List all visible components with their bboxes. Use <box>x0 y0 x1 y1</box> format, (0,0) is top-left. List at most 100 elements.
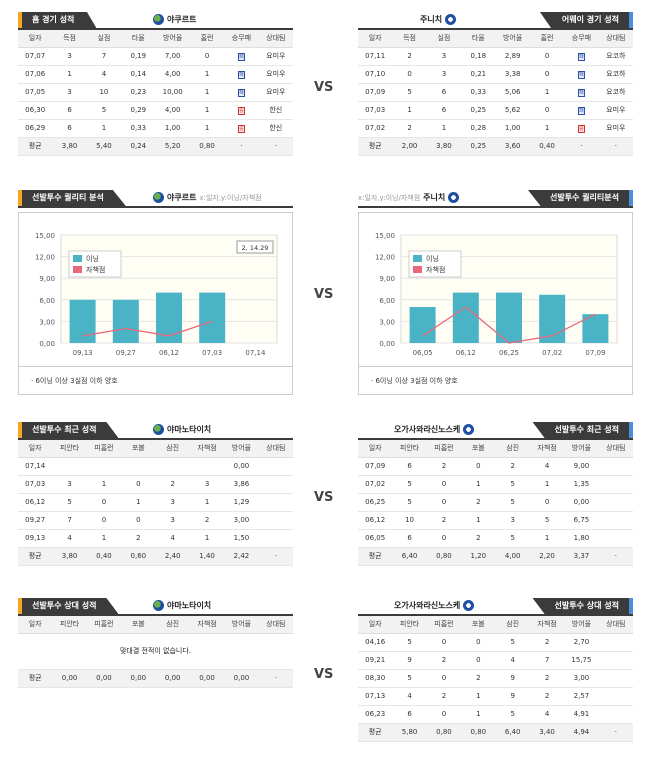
table-cell: 0 <box>461 633 496 652</box>
x-tick-label: 07,02 <box>542 349 562 357</box>
table-cell: 요코하 <box>598 47 633 66</box>
average-row: 평균 3,80 0,40 0,60 2,40 1,40 2,42 · <box>18 547 293 566</box>
quality-right-team-label: x:일자,y:이닝/자책점 주니치 <box>358 192 460 203</box>
column-header: 피홈런 <box>426 616 462 634</box>
vs-label-1: VS <box>314 80 334 95</box>
table-cell: 0,21 <box>461 65 496 84</box>
table-cell: 07,07 <box>18 47 53 66</box>
table-cell: 4,00 <box>155 65 190 84</box>
win-badge: 승 <box>237 106 245 115</box>
average-cell: 0,80 <box>461 723 496 742</box>
column-header: 승무패 <box>224 30 259 48</box>
y-tick-label: 0,00 <box>379 340 395 348</box>
table-cell: 1 <box>392 101 427 120</box>
table-cell: 07,03 <box>358 101 393 120</box>
average-cell: 0,25 <box>461 137 496 156</box>
table-cell: 5 <box>529 511 565 530</box>
innings-bar <box>452 292 479 343</box>
table-cell <box>598 705 633 724</box>
column-header: 방어율 <box>564 440 599 458</box>
table-cell <box>258 493 293 512</box>
table-cell: 1 <box>461 705 496 724</box>
table-cell: 15,75 <box>564 651 599 670</box>
column-header: 타율 <box>121 30 156 48</box>
x-tick-label: 07,14 <box>245 349 266 357</box>
table-cell: 요미우 <box>598 119 633 138</box>
table-cell: 요미우 <box>258 83 293 102</box>
table-cell: 7 <box>52 511 87 530</box>
table-cell <box>52 457 87 476</box>
table-row: 07,06 1 4 0,14 4,00 1 패 요미우 <box>18 65 293 84</box>
table-cell: 1,35 <box>564 475 599 494</box>
column-header: 홈런 <box>189 30 225 48</box>
average-cell: · <box>598 137 633 156</box>
column-header: 일자 <box>18 616 53 634</box>
column-header: 피홈런 <box>86 440 122 458</box>
column-header: 자책점 <box>189 440 225 458</box>
table-cell: 5 <box>392 475 427 494</box>
table-cell <box>258 475 293 494</box>
table-cell <box>86 457 122 476</box>
table-cell: 1 <box>86 119 122 138</box>
table-cell: 5 <box>392 493 427 512</box>
average-cell: · <box>258 137 293 156</box>
dragons-logo-icon <box>463 600 475 611</box>
table-cell: 06,23 <box>358 705 393 724</box>
table-cell: 10 <box>86 83 122 102</box>
table-cell: 10,00 <box>155 83 190 102</box>
column-header: 상대팀 <box>598 440 633 458</box>
innings-bar <box>112 299 139 343</box>
table-cell: 4 <box>529 457 565 476</box>
loss-badge: 패 <box>577 106 585 115</box>
table-cell <box>189 457 225 476</box>
average-cell: 평균 <box>18 669 53 688</box>
table-cell: 5 <box>495 475 530 494</box>
pitcher-recent-left-table: 일자 피안타 피홈런 포볼 삼진 자책점 방어율 상대팀 07,14 0,00 07,03 3 1 0 2 3… <box>18 440 293 566</box>
table-cell: 승 <box>564 119 599 138</box>
table-row: 09,13 4 1 2 4 1 1,50 <box>18 529 293 548</box>
pitcher-vs-left-team-label: 야마노타이치 <box>153 600 211 611</box>
legend-swatch-er <box>73 266 82 273</box>
table-row: 07,02 5 0 1 5 1 1,35 <box>358 475 633 494</box>
average-cell: 2,20 <box>529 547 565 566</box>
y-tick-label: 0,00 <box>39 340 55 348</box>
table-cell: 0 <box>121 511 156 530</box>
table-cell <box>598 687 633 706</box>
table-cell: 6 <box>52 119 87 138</box>
tooltip-text: 2, 14.29 <box>242 244 269 252</box>
average-cell: 0,80 <box>189 137 225 156</box>
table-cell: 1 <box>461 475 496 494</box>
average-cell: 6,40 <box>392 547 427 566</box>
column-header: 일자 <box>358 616 393 634</box>
dragons-logo-icon <box>445 14 457 25</box>
table-cell: 7 <box>529 651 565 670</box>
pitcher-vs-right-panel: 오가사와라신노스케 선발투수 상대 성적 일자 피안타 피홈런 포볼 삼진 자책점 방어율 상… <box>358 598 633 742</box>
table-row: 07,09 6 2 0 2 4 9,00 <box>358 457 633 476</box>
away-team-label: 주니치 <box>420 14 457 25</box>
table-cell: 06,12 <box>18 493 53 512</box>
table-row: 08,30 5 0 2 9 2 3,00 <box>358 669 633 688</box>
column-header: 실점 <box>426 30 462 48</box>
innings-bar <box>539 294 566 343</box>
table-cell: 2 <box>392 47 427 66</box>
away-record-title: 어웨이 경기 성적 <box>539 12 633 28</box>
away-team-name: 주니치 <box>420 15 443 24</box>
column-header: 타율 <box>461 30 496 48</box>
table-cell: 0,14 <box>121 65 156 84</box>
loss-badge: 패 <box>237 70 245 79</box>
table-cell: 5 <box>495 633 530 652</box>
table-cell: 07,02 <box>358 119 393 138</box>
table-cell: 07,09 <box>358 457 393 476</box>
table-row: 07,09 5 6 0,33 5,06 1 패 요코하 <box>358 83 633 102</box>
pitcher-recent-right-title: 선발투수 최근 성적 <box>532 422 633 438</box>
table-cell: 1 <box>86 529 122 548</box>
column-header: 일자 <box>18 30 53 48</box>
table-cell: 0 <box>426 669 462 688</box>
table-cell: 07,14 <box>18 457 53 476</box>
quality-right-axis-note: x:일자,y:이닝/자책점 <box>358 193 421 202</box>
table-row: 06,12 10 2 1 3 5 6,75 <box>358 511 633 530</box>
table-cell: 6 <box>392 529 427 548</box>
innings-bar <box>199 292 226 343</box>
table-cell: 2 <box>529 669 565 688</box>
table-cell: 0,00 <box>224 457 259 476</box>
